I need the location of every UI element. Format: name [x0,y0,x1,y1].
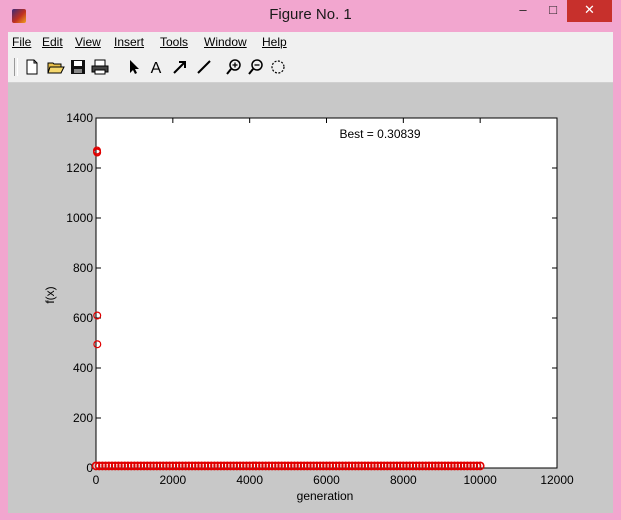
best-annotation: Best = 0.30839 [339,127,420,141]
y-tick-label: 400 [73,361,93,375]
y-tick-label: 1400 [66,111,93,125]
print-icon[interactable] [90,57,110,77]
y-tick-label: 1000 [66,211,93,225]
plot-area [95,117,558,469]
menu-bar: File Edit View Insert Tools Window Help [8,32,613,52]
menu-insert[interactable]: Insert [114,35,145,49]
x-tick-label: 12000 [540,473,574,487]
menu-file[interactable]: File [12,35,32,49]
open-folder-icon[interactable] [46,57,66,77]
y-tick-label: 200 [73,411,93,425]
svg-text:A: A [151,60,162,77]
x-tick-label: 2000 [159,473,186,487]
data-point [93,148,102,157]
close-button[interactable]: ✕ [567,0,612,22]
menu-edit[interactable]: Edit [42,35,63,49]
zoom-in-icon[interactable] [224,57,244,77]
data-point [93,340,102,349]
toolbar: A [8,52,613,83]
line-icon[interactable] [194,57,214,77]
text-icon[interactable]: A [146,57,166,77]
rotate-icon[interactable] [268,57,288,77]
menu-window[interactable]: Window [204,35,247,49]
menu-tools[interactable]: Tools [160,35,189,49]
x-axis-label: generation [297,489,354,503]
zoom-out-icon[interactable] [246,57,266,77]
x-tick-label: 6000 [313,473,340,487]
maximize-button[interactable]: □ [549,2,557,17]
x-tick-label: 0 [93,473,100,487]
select-arrow-icon[interactable] [124,57,144,77]
menu-help[interactable]: Help [262,35,287,49]
x-tick-label: 10000 [463,473,497,487]
y-tick-label: 0 [86,461,93,475]
new-file-icon[interactable] [22,57,42,77]
data-point [475,461,485,471]
menu-view[interactable]: View [75,35,101,49]
arrow-icon[interactable] [170,57,190,77]
window-title: Figure No. 1 [269,6,352,23]
x-tick-label: 8000 [390,473,417,487]
save-icon[interactable] [68,57,88,77]
figure-canvas: 0 2000 4000 6000 8000 10000 12000 0 200 400 600 800… [8,83,613,513]
y-tick-label: 600 [73,311,93,325]
matlab-app-icon [12,9,26,23]
data-point [472,461,482,471]
y-tick-label: 800 [73,261,93,275]
toolbar-grip [14,58,18,76]
minimize-button[interactable]: – [519,2,527,17]
title-bar[interactable]: Figure No. 1 – □ ✕ [0,0,621,32]
plot-svg[interactable]: 0 2000 4000 6000 8000 10000 12000 0 200 400 600 800… [8,83,613,513]
y-tick-label: 1200 [66,161,93,175]
y-axis-label: f(x) [43,286,57,303]
x-tick-label: 4000 [236,473,263,487]
data-point [93,311,102,320]
